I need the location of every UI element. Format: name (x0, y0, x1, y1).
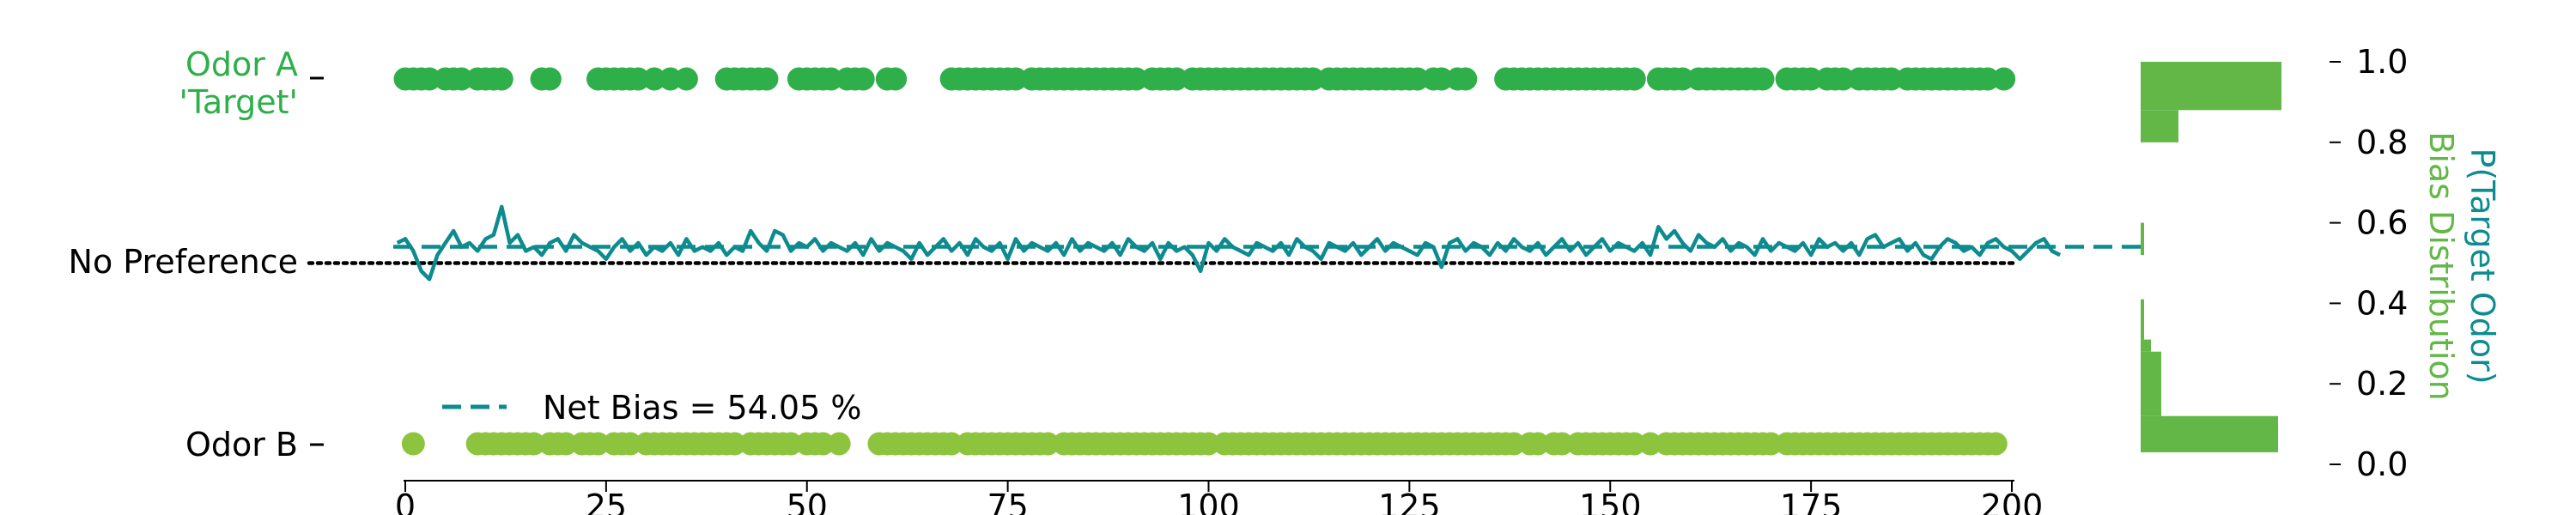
odor-a-choice-dot (1880, 67, 1904, 91)
odor-b-choice-dot (1550, 432, 1574, 456)
x-tick-label-0: 0 (395, 488, 416, 515)
x-tick-label-50: 50 (787, 488, 828, 515)
odor-b-choice-dot (723, 432, 747, 456)
odor-a-choice-dot (1454, 67, 1478, 91)
odor-b-choice-dot (618, 432, 642, 456)
odor-a-label: Odor A (185, 45, 298, 83)
odor-b-choice-dot (586, 432, 611, 456)
odor-a-choice-dot (1976, 67, 2000, 91)
odor-a-choice-dot (1751, 67, 1775, 91)
odor-a-choice-dot (1799, 67, 1823, 91)
bias-distribution-histogram (2141, 62, 2281, 452)
right-axis-label: P(Target Odor) (2464, 148, 2501, 384)
odor-a-choice-dot (626, 67, 650, 91)
legend-text: Net Bias = 54.05 % (543, 389, 861, 427)
odor-b-choice-dot (1526, 432, 1550, 456)
right-tick-label-1.0: 1.0 (2356, 43, 2408, 81)
odor-b-choice-dot (1197, 432, 1220, 456)
odor-a-choice-dot (1992, 67, 2016, 91)
legend: Net Bias = 54.05 % (442, 389, 861, 427)
histogram-bar-upper (2141, 110, 2178, 142)
odor-a-choice-dot (659, 67, 683, 91)
x-tick-label-25: 25 (586, 488, 627, 515)
x-ticks: 0 25 50 75 100 125 150 175 200 (395, 481, 2043, 515)
histogram-bar-lower (2141, 351, 2161, 416)
odor-a-choice-dot (538, 67, 562, 91)
histogram-bar-lower (2141, 339, 2151, 352)
x-tick-label-175: 175 (1780, 488, 1843, 515)
odor-b-choice-dot (1984, 432, 2008, 456)
bias-trace-group (393, 204, 2147, 282)
odor-a-choice-dot (1670, 67, 1694, 91)
odor-a-choice-dot (755, 67, 779, 91)
odor-b-choices (401, 432, 2008, 456)
odor-b-choice-dot (554, 432, 578, 456)
target-label: 'Target' (179, 83, 298, 121)
histogram-bar-lower (2141, 299, 2144, 340)
no-preference-label: No Preference (69, 243, 298, 281)
odor-a-choice-dot (1124, 67, 1148, 91)
odor-b-choice-dot (1036, 432, 1060, 456)
x-tick-label-125: 125 (1378, 488, 1441, 515)
right-tick-label-0.6: 0.6 (2356, 204, 2408, 242)
x-tick-label-75: 75 (987, 488, 1028, 515)
right-tick-label-0.4: 0.4 (2356, 284, 2408, 322)
odor-b-choice-dot (939, 432, 963, 456)
odor-b-label: Odor B (185, 426, 298, 464)
odor-b-choice-dot (1502, 432, 1526, 456)
odor-a-choice-dot (417, 67, 441, 91)
odor-a-choice-dot (1832, 67, 1856, 91)
histogram-bar-upper (2141, 62, 2281, 111)
odor-a-choice-dot (1004, 67, 1028, 91)
odor-b-choice-dot (1638, 432, 1662, 456)
odor-b-choice-dot (522, 432, 546, 456)
odor-a-choice-dot (674, 67, 698, 91)
odor-b-choice-dot (779, 432, 803, 456)
right-tick-label-0.2: 0.2 (2356, 365, 2408, 403)
right-axis: 0.0 0.2 0.4 0.6 0.8 1.0 (2330, 43, 2408, 483)
odor-a-choice-dot (819, 67, 843, 91)
main-axes: Odor A 'Target' No Preference Odor B (69, 45, 2014, 482)
odor-a-choice-dot (449, 67, 473, 91)
odor-b-choice-dot (1759, 432, 1783, 456)
x-tick-label-150: 150 (1579, 488, 1642, 515)
right-tick-label-0.0: 0.0 (2356, 445, 2408, 483)
odor-a-choice-dot (1430, 67, 1454, 91)
odor-b-choice-dot (1622, 432, 1646, 456)
odor-a-choice-dot (1406, 67, 1430, 91)
x-tick-label-100: 100 (1177, 488, 1240, 515)
histogram-bar-middle (2141, 222, 2144, 256)
odor-a-choice-dot (851, 67, 875, 91)
odor-b-choice-dot (827, 432, 851, 456)
odor-a-choices (393, 67, 2016, 91)
histogram-label: Bias Distribution (2422, 131, 2460, 400)
odor-a-choice-dot (642, 67, 666, 91)
odor-a-choice-dot (1622, 67, 1646, 91)
x-tick-label-200: 200 (1981, 488, 2044, 515)
histogram-bar-lower (2141, 415, 2278, 452)
odor-a-choice-dot (1164, 67, 1188, 91)
bias-trace (396, 204, 2062, 282)
odor-a-choice-dot (884, 67, 908, 91)
odor-a-choice-dot (489, 67, 513, 91)
odor-b-choice-dot (811, 432, 835, 456)
odor-a-choice-dot (1301, 67, 1325, 91)
odor-b-choice-dot (401, 432, 425, 456)
right-tick-label-0.8: 0.8 (2356, 124, 2408, 161)
